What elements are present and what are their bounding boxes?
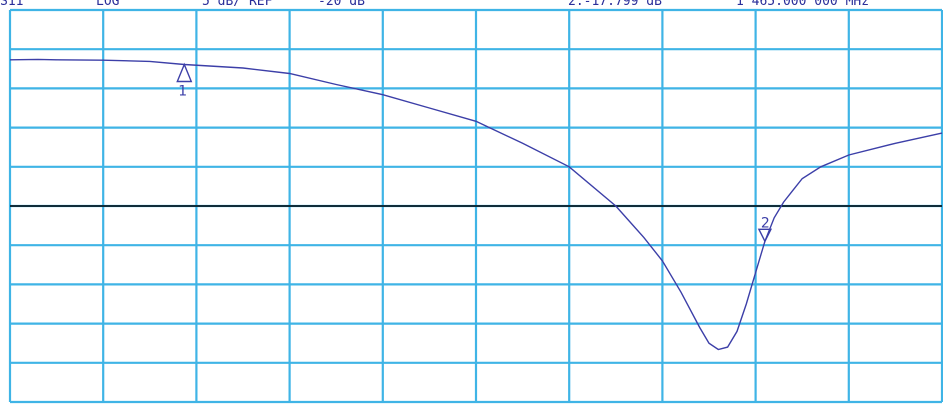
marker-2-triangle (757, 228, 773, 243)
format-label: LOG (96, 0, 120, 9)
analyzer-header: S11 LOG 5 dB/ REF -20 dB 2:-17.799 dB 1 … (0, 0, 943, 14)
marker-1-label: 1 (178, 83, 187, 99)
marker-readout: 2:-17.799 dB (568, 0, 662, 9)
scale-label: 5 dB/ REF (202, 0, 273, 9)
parameter-label: S11 (0, 0, 24, 9)
marker-1-triangle (176, 62, 193, 83)
s11-trace (9, 58, 943, 351)
marker-frequency: 1 465.000 000 MHz (736, 0, 870, 9)
markers-layer: 12 (176, 62, 773, 243)
ref-level-label: -20 dB (318, 0, 365, 9)
marker-2-label: 2 (761, 215, 770, 231)
